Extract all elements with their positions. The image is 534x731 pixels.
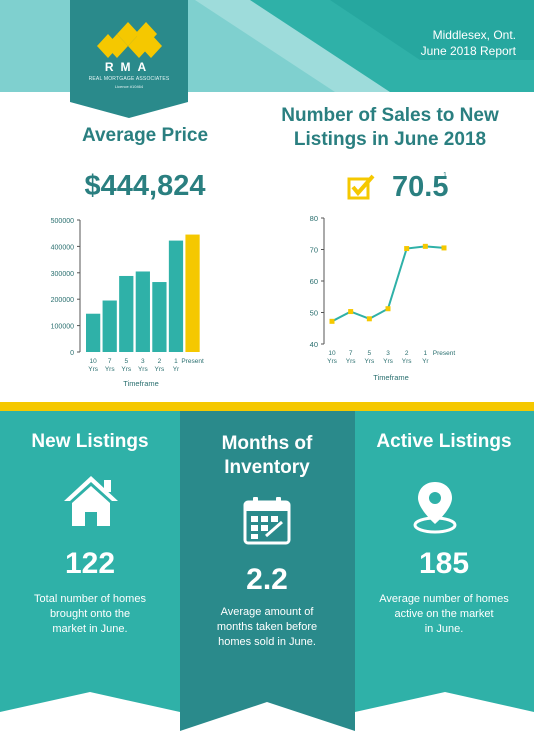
new-listings-number: 122 — [64, 547, 116, 580]
months-inventory-title-line2: Inventory — [224, 457, 310, 478]
sales-ratio-title-line1: Number of Sales to New — [281, 105, 499, 126]
bar-y-tick-label: 500000 — [51, 218, 74, 225]
line-x-tick-label: Yr — [422, 358, 429, 365]
active-listings-number: 185 — [418, 547, 470, 580]
sales-ratio-value: 70.5 — [392, 171, 449, 203]
bar-x-tick-label: Present — [181, 358, 204, 365]
logo-badge: RMA REAL MORTGAGE ASSOCIATES Licence #10… — [70, 0, 188, 118]
bar — [86, 313, 101, 352]
bar-x-tick-label: Yrs — [105, 366, 116, 373]
bar-x-tick-label: Yrs — [155, 366, 166, 373]
line-y-tick-label: 40 — [310, 340, 318, 349]
location-text: Middlesex, Ont. — [432, 28, 516, 42]
line-x-tick-label: 3 — [386, 350, 390, 357]
line-x-tick-label: 5 — [368, 350, 372, 357]
line-y-tick-label: 80 — [310, 214, 318, 223]
months-inventory-description: Average amount of months taken before home… — [216, 606, 318, 648]
average-price-title: Average Price — [81, 125, 209, 146]
average-price-value: $444,824 — [84, 170, 206, 202]
bar-x-tick-label: 10 — [90, 358, 98, 365]
line-x-tick-label: Present — [433, 350, 456, 357]
line-x-axis-label: Timeframe — [373, 373, 409, 382]
bar-x-tick-label: 5 — [124, 358, 128, 365]
new-listings-description: Total number of homes brought onto the mar… — [34, 593, 146, 635]
bar-y-tick-label: 300000 — [51, 271, 74, 278]
bar — [119, 275, 134, 352]
logo-subtitle: REAL MORTGAGE ASSOCIATES — [88, 76, 170, 82]
bar-y-tick-label: 400000 — [51, 244, 74, 251]
logo-graphic — [70, 0, 188, 118]
bar — [102, 300, 117, 352]
bar-x-tick-label: 3 — [141, 358, 145, 365]
house-icon — [64, 476, 118, 526]
active-listings-description: Average number of homes active on the mar… — [379, 593, 509, 635]
line-marker — [329, 318, 335, 324]
line-marker — [366, 316, 372, 322]
months-inventory-title-line1: Months of — [221, 433, 313, 454]
logo-licence: Licence #10464 — [114, 84, 144, 89]
bar-x-tick-label: 7 — [108, 358, 112, 365]
bar — [135, 271, 150, 352]
sales-ratio-title-line2: Listings in June 2018 — [293, 129, 487, 150]
line-x-tick-label: Yrs — [383, 358, 394, 365]
line-x-tick-label: 2 — [405, 350, 409, 357]
logo-text: RMA — [104, 60, 154, 74]
line-y-tick-label: 50 — [310, 309, 318, 318]
active-listings-title: Active Listings — [376, 431, 512, 452]
line-x-tick-label: Yrs — [346, 358, 357, 365]
bar-x-tick-label: 2 — [158, 358, 162, 365]
line-x-tick-label: Yrs — [364, 358, 375, 365]
line-x-tick-label: Yrs — [402, 358, 413, 365]
line-x-tick-label: 10 — [328, 350, 336, 357]
bar-x-tick-label: Yrs — [121, 366, 132, 373]
line-x-tick-label: Yrs — [327, 358, 338, 365]
bar-x-axis-label: Timeframe — [123, 379, 159, 388]
bar-y-tick-label: 0 — [70, 350, 74, 357]
line-y-tick-label: 60 — [310, 277, 318, 286]
bottom-panels — [0, 402, 534, 731]
bar-y-tick-label: 200000 — [51, 297, 74, 304]
line-x-tick-label: 7 — [349, 350, 353, 357]
line-x-tick-label: 1 — [424, 350, 428, 357]
average-price-bar-chart: 010000020000030000040000050000010Yrs7Yrs… — [51, 218, 204, 388]
header-stripes — [195, 0, 534, 92]
report-date-text: June 2018 Report — [420, 44, 516, 58]
bar — [152, 282, 167, 352]
bar-x-tick-label: Yrs — [88, 366, 99, 373]
new-listings-title: New Listings — [31, 431, 149, 452]
location-pin-icon — [413, 482, 457, 534]
sales-ratio-footnote: 1 — [443, 172, 447, 179]
checkbox-check-icon — [347, 174, 375, 200]
sales-ratio-line-chart: 405060708010Yrs7Yrs5Yrs3Yrs2Yrs1YrPresen… — [310, 214, 456, 382]
bar — [168, 240, 184, 352]
months-inventory-number: 2.2 — [246, 563, 288, 596]
bar-x-tick-label: Yrs — [138, 366, 149, 373]
bar-y-tick-label: 100000 — [51, 324, 74, 331]
line-marker — [441, 245, 447, 251]
bar-x-tick-label: Yr — [173, 366, 180, 373]
line-y-tick-label: 70 — [310, 246, 318, 255]
line-marker — [404, 246, 410, 252]
line-marker — [385, 306, 391, 312]
line-marker — [348, 309, 354, 315]
calendar-icon — [243, 497, 291, 545]
line-marker — [422, 243, 428, 249]
bar — [185, 234, 200, 352]
bar-x-tick-label: 1 — [174, 358, 178, 365]
